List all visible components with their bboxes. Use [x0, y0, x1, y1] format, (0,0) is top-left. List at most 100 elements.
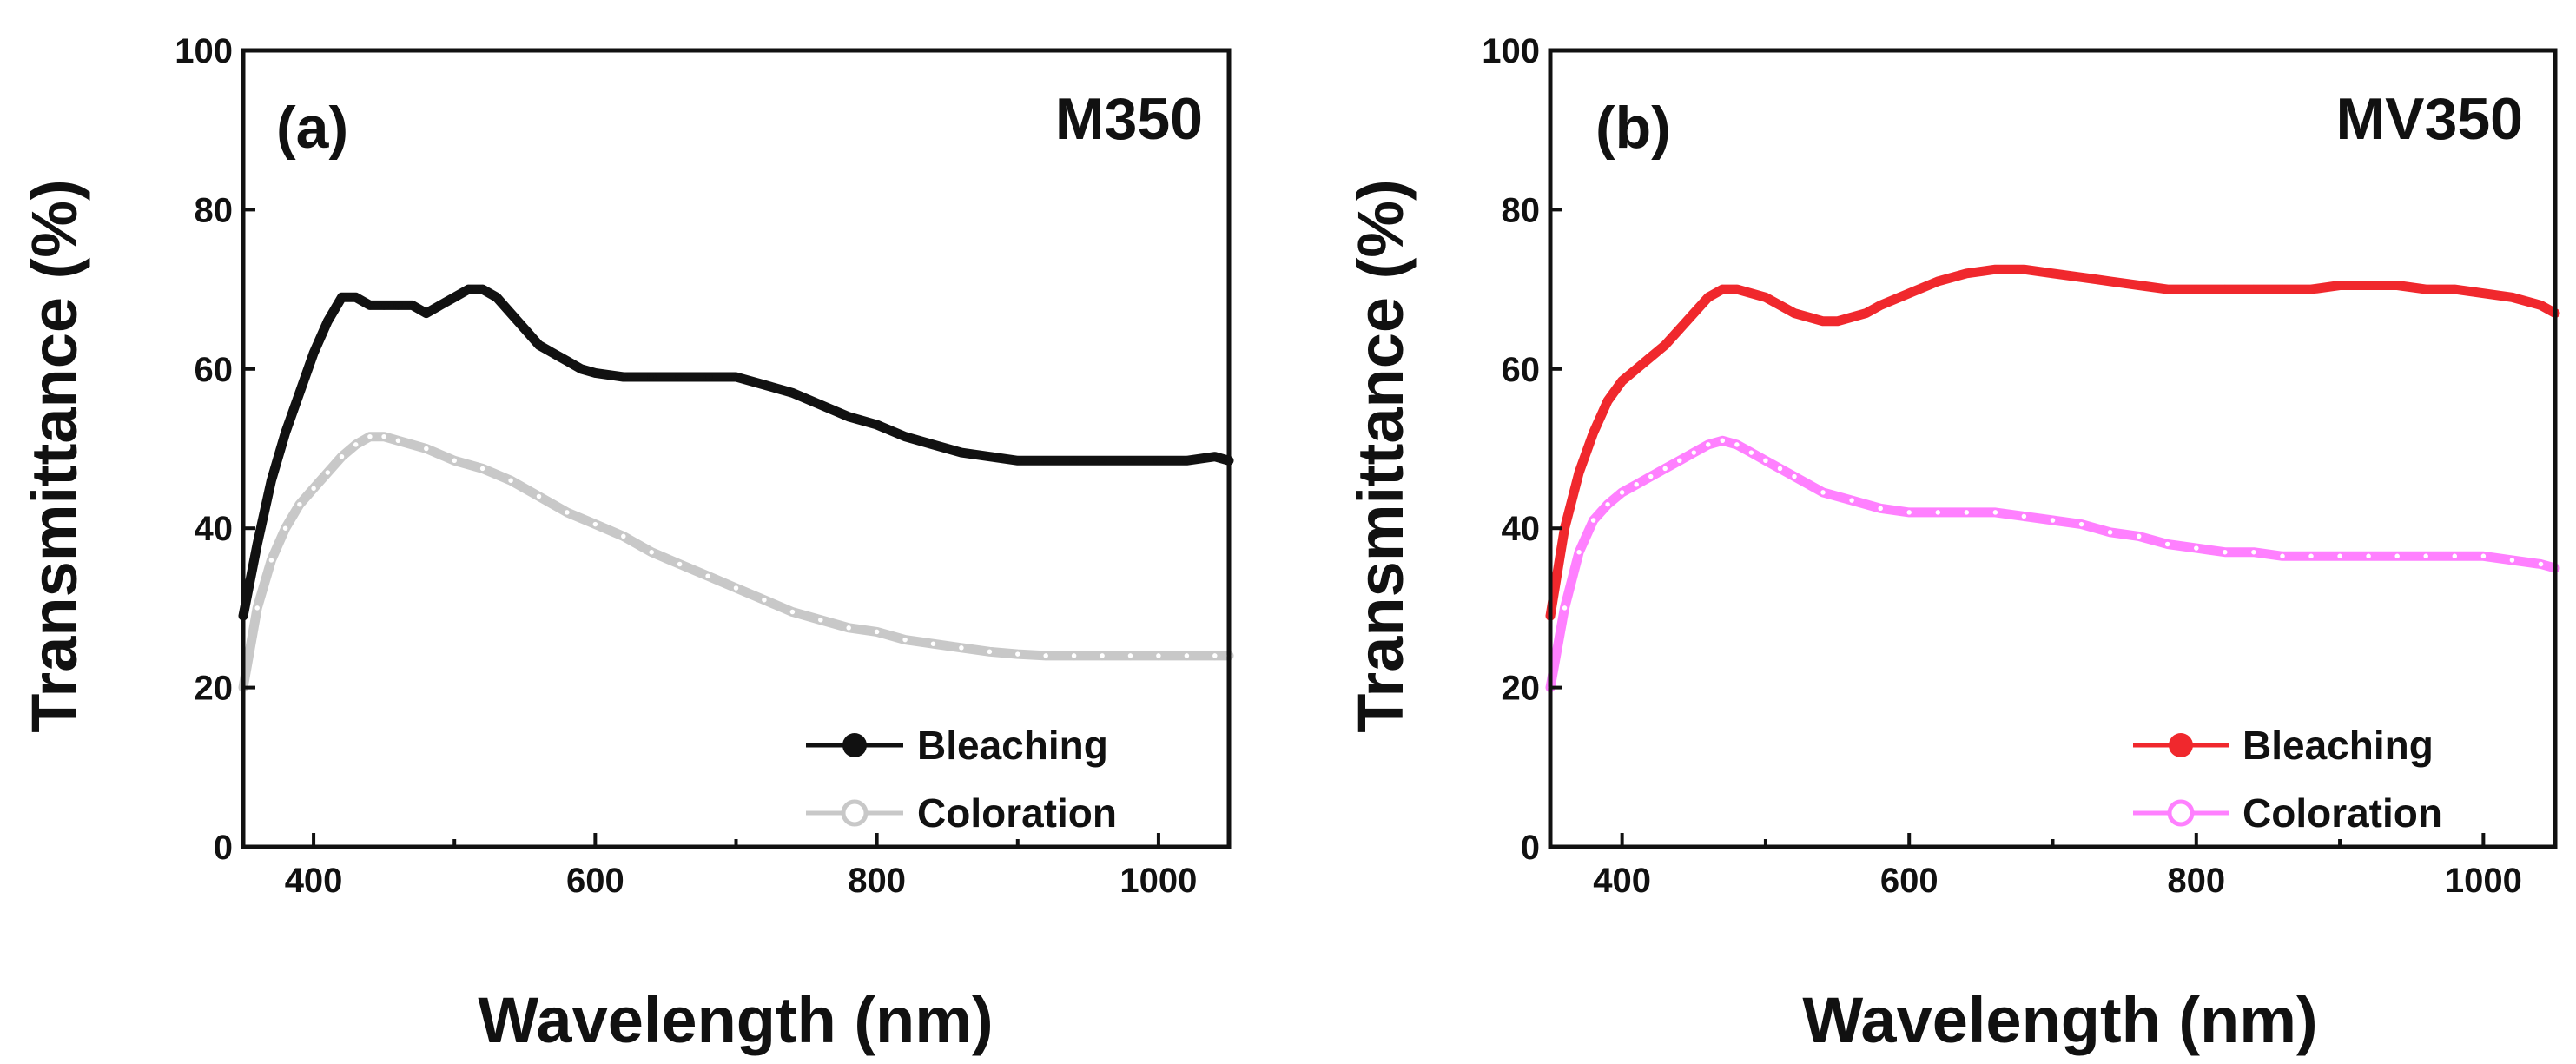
data-point-coloration [351, 439, 360, 450]
data-point-bleaching [2536, 301, 2546, 310]
data-point-coloration [1775, 464, 1785, 473]
data-point-coloration [252, 603, 262, 613]
data-point-bleaching [294, 388, 305, 398]
data-point-bleaching [2421, 284, 2431, 294]
data-point-coloration [2335, 552, 2345, 561]
data-point-bleaching [1097, 456, 1107, 466]
data-point-bleaching [267, 475, 276, 486]
data-point-bleaching [2249, 284, 2259, 294]
y-tick-label: 80 [195, 191, 234, 229]
data-point-bleaching [1589, 427, 1598, 438]
data-point-bleaching [252, 539, 262, 549]
data-point-bleaching [1861, 308, 1871, 318]
data-point-bleaching [308, 348, 319, 358]
data-point-coloration [323, 467, 333, 478]
x-tick-label: 600 [566, 862, 624, 900]
data-point-coloration [816, 615, 826, 625]
data-point-bleaching [1718, 284, 1727, 294]
y-tick-label: 60 [1502, 351, 1541, 389]
data-point-bleaching [1933, 276, 1943, 287]
data-point-bleaching [379, 301, 389, 310]
data-point-bleaching [1153, 456, 1164, 466]
data-point-bleaching [1732, 284, 1742, 294]
data-point-bleaching [2134, 281, 2143, 290]
data-point-bleaching [464, 284, 473, 294]
data-point-coloration [1574, 547, 1584, 557]
data-point-coloration [2450, 552, 2460, 561]
data-point-bleaching [520, 324, 530, 334]
y-tick-label: 0 [1521, 829, 1540, 867]
x-tick-label: 800 [848, 862, 906, 900]
data-point-bleaching [365, 301, 375, 310]
data-point-bleaching [576, 364, 586, 374]
data-point-coloration [2019, 512, 2029, 521]
data-point-bleaching [2306, 284, 2316, 294]
data-point-coloration [2392, 552, 2402, 561]
data-point-coloration [1818, 487, 1828, 498]
data-point-bleaching [1833, 316, 1842, 327]
data-point-coloration [1991, 507, 2000, 518]
y-tick-label: 20 [195, 670, 234, 708]
data-point-coloration [2220, 547, 2230, 557]
data-point-bleaching [2450, 284, 2460, 294]
legend-marker-coloration [841, 799, 869, 827]
data-point-bleaching [2479, 288, 2488, 298]
legend-label-bleaching: Bleaching [2242, 723, 2434, 768]
data-point-bleaching [449, 293, 459, 302]
data-point-bleaching [646, 372, 657, 382]
data-point-bleaching [1747, 288, 1756, 298]
data-point-bleaching [2392, 281, 2402, 290]
data-point-coloration [1760, 456, 1771, 466]
data-point-bleaching [1631, 364, 1641, 374]
legend-label-bleaching: Bleaching [917, 723, 1108, 768]
data-point-coloration [2536, 559, 2546, 569]
data-point-coloration [281, 523, 290, 533]
y-tick-label: 40 [195, 510, 234, 548]
data-point-coloration [2163, 539, 2172, 549]
data-point-coloration [2105, 527, 2115, 538]
data-point-bleaching [928, 439, 938, 450]
data-point-bleaching [675, 372, 684, 382]
data-point-coloration [2507, 555, 2517, 565]
data-point-bleaching [2105, 276, 2115, 287]
data-point-coloration [985, 647, 994, 657]
data-point-coloration [731, 583, 741, 593]
data-point-bleaching [1703, 293, 1714, 302]
y-tick-label: 40 [1502, 510, 1541, 548]
y-tick-label: 60 [195, 351, 234, 389]
data-point-bleaching [1617, 376, 1627, 386]
data-point-bleaching [2277, 284, 2288, 294]
data-point-bleaching [505, 308, 516, 318]
y-tick-label: 100 [1482, 32, 1540, 70]
data-point-bleaching [985, 452, 994, 461]
plot-area-a: 0 20 40 60 80 100 400 600 800 1000 [175, 32, 1234, 900]
data-point-coloration [421, 444, 432, 453]
data-point-coloration [308, 484, 319, 493]
data-point-coloration [2249, 547, 2259, 557]
data-point-bleaching [2507, 293, 2517, 302]
data-point-coloration [393, 436, 403, 446]
data-point-bleaching [1674, 324, 1685, 334]
data-point-coloration [759, 595, 769, 605]
legend: Bleaching Coloration [806, 723, 1117, 836]
legend-marker-coloration [2167, 799, 2195, 827]
series-line-coloration [1545, 435, 2560, 693]
legend: Bleaching Coloration [2133, 723, 2442, 836]
data-point-bleaching [1760, 293, 1771, 302]
data-point-bleaching [1040, 456, 1051, 466]
data-point-coloration [1962, 507, 1972, 518]
data-point-coloration [1602, 499, 1613, 509]
data-point-coloration [1210, 651, 1220, 661]
data-point-coloration [703, 571, 713, 581]
data-point-bleaching [872, 420, 882, 430]
data-point-bleaching [1904, 288, 1914, 298]
data-point-bleaching [1646, 352, 1655, 362]
data-point-coloration [379, 432, 389, 441]
data-point-coloration [1718, 436, 1727, 446]
x-tick-label: 1000 [1120, 862, 1197, 900]
data-point-coloration [478, 464, 487, 473]
data-point-coloration [1674, 456, 1685, 466]
data-point-coloration [2134, 532, 2143, 541]
data-point-coloration [337, 452, 347, 461]
data-point-bleaching [1875, 301, 1886, 310]
